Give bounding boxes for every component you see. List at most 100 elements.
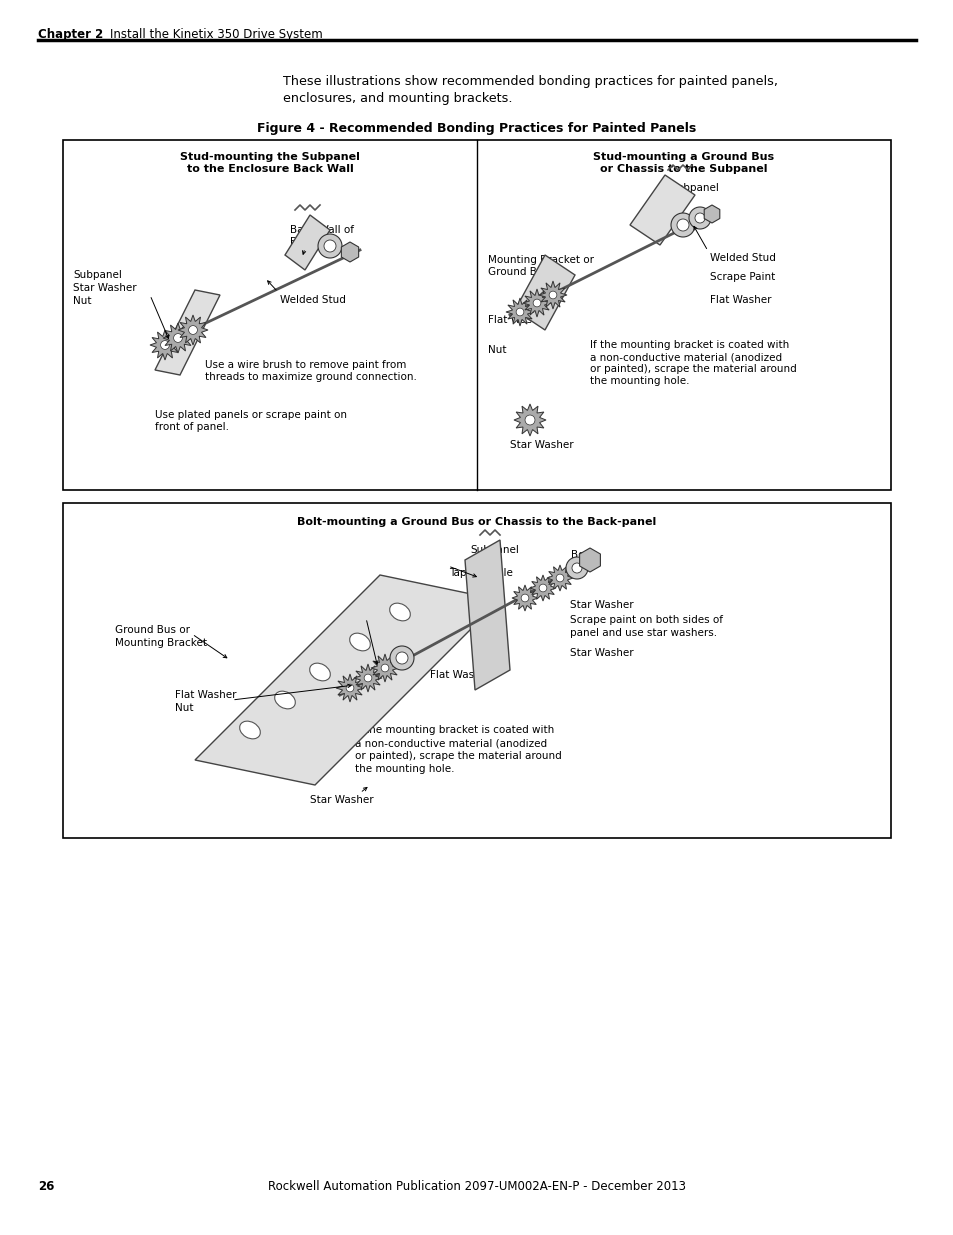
Text: Flat Washer: Flat Washer — [709, 295, 771, 305]
Polygon shape — [285, 215, 330, 270]
Text: Ground Bus or: Ground Bus or — [115, 625, 190, 635]
Text: Bolt-mounting a Ground Bus or Chassis to the Back-panel: Bolt-mounting a Ground Bus or Chassis to… — [297, 517, 656, 527]
Text: Subpanel: Subpanel — [73, 270, 122, 280]
Text: Mounting Bracket or: Mounting Bracket or — [488, 254, 594, 266]
Text: enclosures, and mounting brackets.: enclosures, and mounting brackets. — [283, 91, 512, 105]
Text: Star Washer: Star Washer — [73, 283, 136, 293]
Text: Enclosure: Enclosure — [290, 237, 340, 247]
Polygon shape — [354, 664, 381, 692]
Bar — [63, 140, 890, 490]
Polygon shape — [515, 254, 575, 330]
Text: Ground Bus: Ground Bus — [488, 267, 548, 277]
Text: Back Wall of: Back Wall of — [290, 225, 354, 235]
Circle shape — [695, 212, 704, 224]
Text: threads to maximize ground connection.: threads to maximize ground connection. — [205, 372, 416, 382]
Polygon shape — [163, 324, 193, 353]
Text: Welded Stud: Welded Stud — [280, 295, 346, 305]
Polygon shape — [538, 282, 566, 309]
Text: Welded Stud: Welded Stud — [709, 253, 775, 263]
Ellipse shape — [389, 603, 410, 621]
Polygon shape — [530, 576, 556, 601]
Circle shape — [572, 563, 581, 573]
Polygon shape — [150, 330, 180, 359]
Ellipse shape — [274, 692, 295, 709]
Text: Nut: Nut — [488, 345, 506, 354]
Polygon shape — [335, 674, 364, 701]
Polygon shape — [522, 289, 551, 317]
Polygon shape — [546, 564, 573, 592]
Text: panel and use star washers.: panel and use star washers. — [569, 629, 717, 638]
Circle shape — [670, 212, 695, 237]
Circle shape — [688, 207, 710, 228]
Polygon shape — [464, 540, 510, 690]
Text: Rockwell Automation Publication 2097-UM002A-EN-P - December 2013: Rockwell Automation Publication 2097-UM0… — [268, 1179, 685, 1193]
Polygon shape — [154, 290, 220, 375]
Circle shape — [677, 219, 688, 231]
Text: Bolt: Bolt — [571, 550, 591, 559]
Circle shape — [390, 646, 414, 671]
Text: or Chassis to the Subpanel: or Chassis to the Subpanel — [599, 164, 767, 174]
Circle shape — [364, 674, 372, 682]
Circle shape — [516, 309, 523, 316]
Text: These illustrations show recommended bonding practices for painted panels,: These illustrations show recommended bon… — [283, 75, 778, 88]
Circle shape — [520, 594, 528, 601]
Text: Chapter 2: Chapter 2 — [38, 28, 103, 41]
Circle shape — [346, 684, 354, 692]
Text: If the mounting bracket is coated with: If the mounting bracket is coated with — [355, 725, 554, 735]
Text: or painted), scrape the material around: or painted), scrape the material around — [589, 364, 796, 374]
Text: Flat Washer: Flat Washer — [430, 671, 491, 680]
Text: Nut: Nut — [357, 620, 376, 630]
Ellipse shape — [310, 663, 330, 680]
Circle shape — [324, 240, 335, 252]
Circle shape — [160, 341, 170, 350]
Text: a non-conductive material (anodized: a non-conductive material (anodized — [355, 739, 547, 748]
Text: Scrape paint on both sides of: Scrape paint on both sides of — [569, 615, 722, 625]
Text: to the Enclosure Back Wall: to the Enclosure Back Wall — [187, 164, 353, 174]
Text: Star Washer: Star Washer — [310, 795, 374, 805]
Polygon shape — [703, 205, 720, 224]
Text: 26: 26 — [38, 1179, 54, 1193]
Text: Flat Washer: Flat Washer — [174, 690, 236, 700]
Polygon shape — [505, 298, 534, 326]
Text: Nut: Nut — [174, 703, 193, 713]
Text: Subpanel: Subpanel — [470, 545, 518, 555]
Polygon shape — [371, 655, 398, 682]
Polygon shape — [579, 548, 599, 572]
Text: or painted), scrape the material around: or painted), scrape the material around — [355, 751, 561, 761]
Circle shape — [565, 557, 587, 579]
Text: the mounting hole.: the mounting hole. — [589, 375, 689, 387]
Text: Figure 4 - Recommended Bonding Practices for Painted Panels: Figure 4 - Recommended Bonding Practices… — [257, 122, 696, 135]
Polygon shape — [514, 404, 545, 436]
Circle shape — [538, 584, 546, 592]
Text: Star Washer: Star Washer — [569, 600, 633, 610]
Ellipse shape — [239, 721, 260, 739]
Circle shape — [524, 415, 535, 425]
Text: Install the Kinetix 350 Drive System: Install the Kinetix 350 Drive System — [110, 28, 322, 41]
Circle shape — [189, 326, 197, 335]
Text: Star Washer: Star Washer — [569, 648, 633, 658]
Circle shape — [533, 299, 540, 306]
Text: Flat Washer: Flat Washer — [488, 315, 549, 325]
Circle shape — [395, 652, 408, 664]
Text: Use plated panels or scrape paint on: Use plated panels or scrape paint on — [154, 410, 347, 420]
Text: Star Washer: Star Washer — [510, 440, 573, 450]
Text: front of panel.: front of panel. — [154, 422, 229, 432]
Text: Mounting Bracket: Mounting Bracket — [115, 638, 207, 648]
Text: Stud-mounting a Ground Bus: Stud-mounting a Ground Bus — [593, 152, 774, 162]
Text: Stud-mounting the Subpanel: Stud-mounting the Subpanel — [180, 152, 359, 162]
Text: Nut: Nut — [73, 296, 91, 306]
Text: a non-conductive material (anodized: a non-conductive material (anodized — [589, 352, 781, 362]
Text: Use a wire brush to remove paint from: Use a wire brush to remove paint from — [205, 359, 406, 370]
Polygon shape — [178, 315, 208, 345]
Text: Scrape Paint: Scrape Paint — [709, 272, 775, 282]
Circle shape — [381, 664, 389, 672]
Text: If the mounting bracket is coated with: If the mounting bracket is coated with — [589, 340, 788, 350]
Circle shape — [173, 333, 182, 342]
Text: Tapped Hole: Tapped Hole — [449, 568, 513, 578]
Ellipse shape — [350, 634, 370, 651]
Text: Subpanel: Subpanel — [669, 183, 719, 193]
Circle shape — [549, 291, 557, 299]
Text: the mounting hole.: the mounting hole. — [355, 764, 454, 774]
Polygon shape — [194, 576, 499, 785]
Polygon shape — [512, 585, 537, 611]
